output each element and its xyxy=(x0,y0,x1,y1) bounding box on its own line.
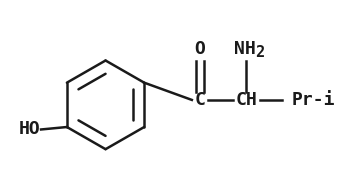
Text: Pr-i: Pr-i xyxy=(292,91,336,109)
Text: O: O xyxy=(194,40,205,58)
Text: NH: NH xyxy=(234,40,255,58)
Text: HO: HO xyxy=(18,120,40,139)
Text: 2: 2 xyxy=(255,45,264,60)
Text: C: C xyxy=(194,91,205,109)
Text: CH: CH xyxy=(236,91,257,109)
